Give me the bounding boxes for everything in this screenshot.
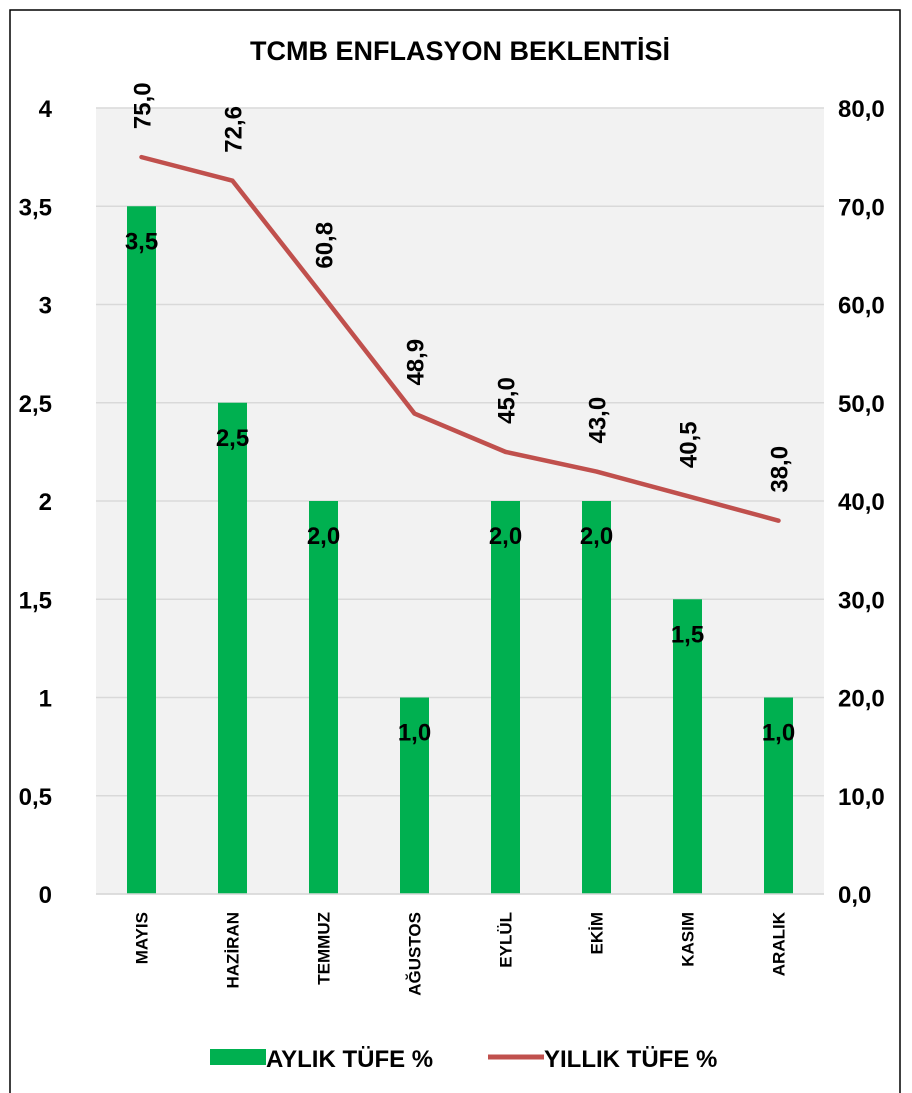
right-tick-label: 0,0 bbox=[838, 882, 871, 909]
bar bbox=[764, 697, 793, 894]
x-tick-label: AĞUSTOS bbox=[406, 912, 425, 996]
legend: AYLIK TÜFE % YILLIK TÜFE % bbox=[210, 1046, 717, 1073]
bar-data-label: 3,5 bbox=[125, 228, 158, 255]
line-data-label: 38,0 bbox=[767, 446, 794, 493]
line-data-label: 75,0 bbox=[130, 82, 157, 129]
bar-data-label: 2,5 bbox=[216, 425, 249, 452]
bar bbox=[127, 206, 156, 894]
left-tick-label: 4 bbox=[39, 96, 53, 123]
right-tick-label: 20,0 bbox=[838, 686, 885, 713]
bar-data-labels: 3,5 2,5 2,0 1,0 2,0 2,0 1,5 1,0 bbox=[125, 228, 795, 746]
left-tick-label: 3 bbox=[39, 293, 52, 320]
line-path bbox=[139, 154, 781, 523]
bar-series-aylik bbox=[127, 206, 793, 894]
x-tick-label: MAYIS bbox=[133, 912, 152, 964]
left-tick-label: 3,5 bbox=[19, 194, 52, 221]
legend-label-aylik: AYLIK TÜFE % bbox=[266, 1046, 433, 1073]
x-tick-label: TEMMUZ bbox=[315, 912, 334, 985]
left-tick-label: 2,5 bbox=[19, 391, 52, 418]
bar-data-label: 1,0 bbox=[762, 720, 795, 747]
chart-title: TCMB ENFLASYON BEKLENTİSİ bbox=[250, 36, 670, 66]
x-tick-label: HAZİRAN bbox=[224, 912, 243, 989]
right-tick-label: 80,0 bbox=[838, 96, 885, 123]
right-tick-label: 10,0 bbox=[838, 784, 885, 811]
line-data-label: 60,8 bbox=[312, 222, 339, 269]
bar-data-label: 2,0 bbox=[489, 523, 522, 550]
bar-data-label: 2,0 bbox=[580, 523, 613, 550]
line-data-labels: 75,0 72,6 60,8 48,9 45,0 43,0 40,5 38,0 bbox=[130, 82, 794, 492]
right-tick-label: 40,0 bbox=[838, 489, 885, 516]
line-series-yillik bbox=[139, 154, 781, 523]
left-tick-label: 1,5 bbox=[19, 587, 52, 614]
bar-data-label: 1,0 bbox=[398, 720, 431, 747]
x-tick-label: EKİM bbox=[588, 912, 607, 955]
legend-label-yillik: YILLIK TÜFE % bbox=[544, 1046, 717, 1073]
bar-data-label: 1,5 bbox=[671, 621, 704, 648]
bar bbox=[582, 501, 611, 894]
line-data-label: 43,0 bbox=[585, 397, 612, 444]
left-tick-label: 0 bbox=[39, 882, 52, 909]
x-tick-label: KASIM bbox=[679, 912, 698, 967]
bar bbox=[400, 697, 429, 894]
bar bbox=[673, 599, 702, 894]
left-y-axis: 0 0,5 1 1,5 2 2,5 3 3,5 4 bbox=[19, 96, 53, 909]
right-tick-label: 50,0 bbox=[838, 391, 885, 418]
x-tick-label: EYLÜL bbox=[497, 912, 516, 968]
bar bbox=[491, 501, 520, 894]
bar bbox=[309, 501, 338, 894]
x-axis: MAYIS HAZİRAN TEMMUZ AĞUSTOS EYLÜL EKİM KASIM A… bbox=[96, 893, 824, 996]
line-data-label: 45,0 bbox=[494, 377, 521, 424]
x-tick-label: ARALIK bbox=[770, 911, 789, 976]
left-tick-label: 2 bbox=[39, 489, 52, 516]
bar-data-label: 2,0 bbox=[307, 523, 340, 550]
gridlines bbox=[96, 107, 824, 895]
right-tick-label: 60,0 bbox=[838, 293, 885, 320]
line-data-label: 48,9 bbox=[403, 339, 430, 386]
right-y-axis: 0,0 10,0 20,0 30,0 40,0 50,0 60,0 70,0 80,0 bbox=[838, 96, 885, 909]
line-data-label: 40,5 bbox=[676, 421, 703, 468]
line-data-label: 72,6 bbox=[221, 106, 248, 153]
right-tick-label: 70,0 bbox=[838, 194, 885, 221]
right-tick-label: 30,0 bbox=[838, 587, 885, 614]
bar bbox=[218, 402, 247, 894]
legend-swatch-aylik bbox=[210, 1049, 266, 1065]
left-tick-label: 1 bbox=[39, 686, 52, 713]
left-tick-label: 0,5 bbox=[19, 784, 52, 811]
